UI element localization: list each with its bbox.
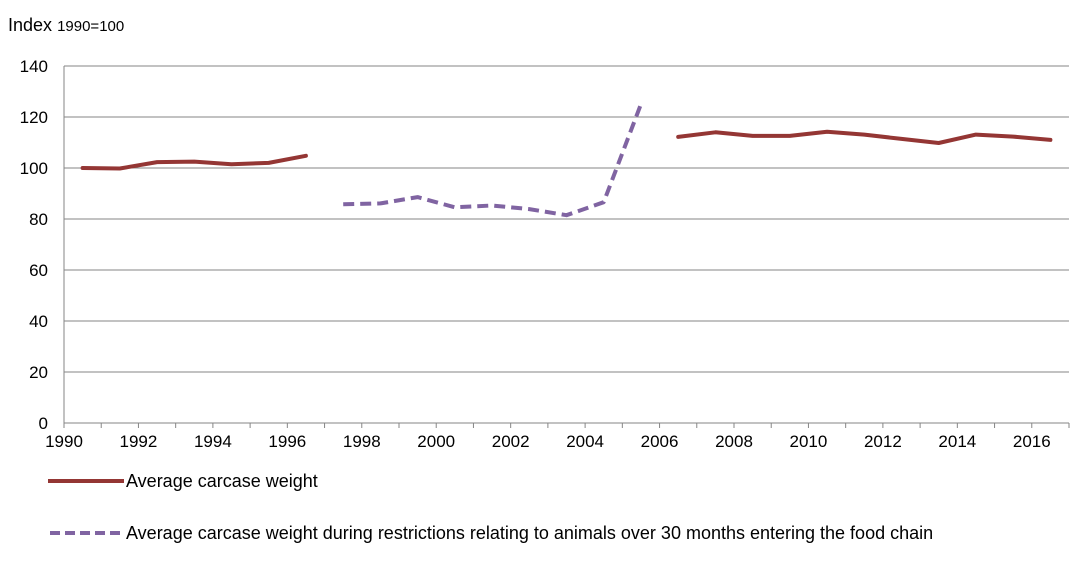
y-tick-label: 60	[29, 261, 48, 280]
x-tick-label: 2014	[938, 432, 976, 451]
legend-label: Average carcase weight	[126, 471, 318, 491]
x-tick-label: 1996	[268, 432, 306, 451]
legend-item-average-carcase-weight-restrictions: Average carcase weight during restrictio…	[48, 520, 1058, 546]
x-tick-label: 2012	[864, 432, 902, 451]
x-tick-label: 1992	[120, 432, 158, 451]
y-tick-label: 0	[39, 414, 48, 433]
tick-labels: 0 20 40 60 80 100 120 140 1990 1992 1994 1996 1998 20…	[20, 57, 1051, 451]
y-axis-label: Index	[8, 15, 53, 35]
x-tick-label: 1994	[194, 432, 232, 451]
y-axis-title: Index 1990=100	[8, 15, 124, 36]
line-chart: 0 20 40 60 80 100 120 140 1990 1992 1994 1996 1998 20…	[20, 57, 1070, 451]
legend-item-average-carcase-weight: Average carcase weight	[48, 468, 1058, 494]
x-tick-label: 1998	[343, 432, 381, 451]
series-line-0	[80, 153, 308, 171]
series-line-1	[343, 103, 643, 218]
legend-label: Average carcase weight during restrictio…	[126, 523, 934, 543]
gridlines	[64, 65, 1069, 373]
y-axis-unit: 1990=100	[57, 18, 125, 35]
legend-swatch-dashed	[50, 531, 124, 535]
x-tick-label: 2010	[790, 432, 828, 451]
series-line-0	[676, 129, 1053, 145]
legend-swatch-solid	[48, 479, 124, 483]
x-tick-label: 2016	[1013, 432, 1051, 451]
x-tick-label: 2008	[715, 432, 753, 451]
axes	[63, 66, 1070, 428]
y-tick-label: 20	[29, 363, 48, 382]
y-tick-label: 40	[29, 312, 48, 331]
x-tick-label: 2006	[641, 432, 679, 451]
x-tick-label: 2004	[566, 432, 604, 451]
y-tick-label: 100	[20, 159, 48, 178]
y-tick-label: 120	[20, 108, 48, 127]
series-lines	[80, 103, 1053, 218]
y-tick-label: 140	[20, 57, 48, 76]
y-tick-label: 80	[29, 210, 48, 229]
x-tick-label: 2000	[417, 432, 455, 451]
x-tick-label: 2002	[492, 432, 530, 451]
x-tick-label: 1990	[45, 432, 83, 451]
